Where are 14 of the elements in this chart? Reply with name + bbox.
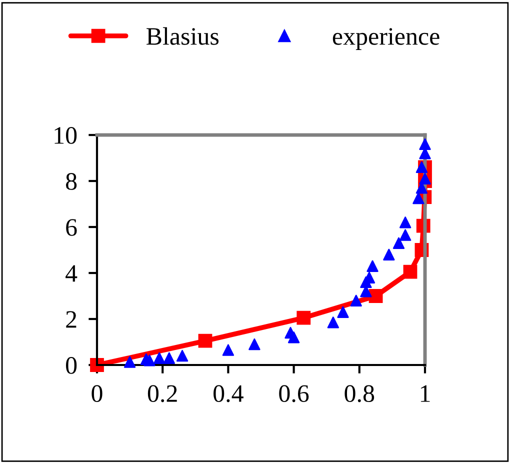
y-tick-label: 2	[66, 311, 76, 328]
y-tick-label: 0	[66, 357, 77, 374]
x-tick-label: 0	[92, 385, 102, 402]
legend-label: experience	[332, 28, 440, 50]
y-tick-label: 4	[66, 265, 78, 282]
y-tick-label: 8	[66, 173, 77, 190]
x-tick-label: 0.4	[214, 385, 244, 402]
x-tick-label: 1	[420, 385, 430, 402]
y-tick-label: 6	[66, 219, 77, 236]
y-tick-label: 10	[54, 127, 77, 144]
x-tick-label: 0.8	[344, 385, 374, 402]
x-tick-label: 0.2	[148, 385, 177, 402]
x-tick-label: 0.6	[279, 385, 309, 402]
legend-label: Blasius	[146, 27, 219, 45]
